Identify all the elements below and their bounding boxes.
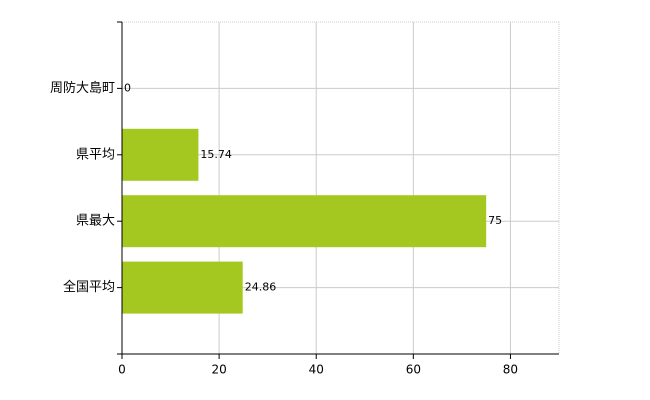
y-tick-label: 県平均 [76, 147, 115, 162]
value-label: 15.74 [200, 148, 232, 161]
value-label: 24.86 [245, 281, 277, 294]
y-tick-label: 全国平均 [63, 279, 115, 295]
x-tick-label: 60 [406, 363, 421, 377]
x-tick-label: 0 [118, 363, 126, 377]
bar [122, 261, 243, 314]
y-tick-label: 県最大 [76, 214, 115, 229]
x-tick-label: 80 [503, 363, 518, 377]
value-label: 75 [488, 214, 502, 227]
bar [122, 195, 487, 248]
value-label: 0 [124, 81, 131, 94]
bar [122, 128, 199, 181]
x-tick-label: 40 [309, 363, 324, 377]
y-tick-label: 周防大島町 [50, 80, 115, 96]
x-tick-label: 20 [211, 363, 226, 377]
